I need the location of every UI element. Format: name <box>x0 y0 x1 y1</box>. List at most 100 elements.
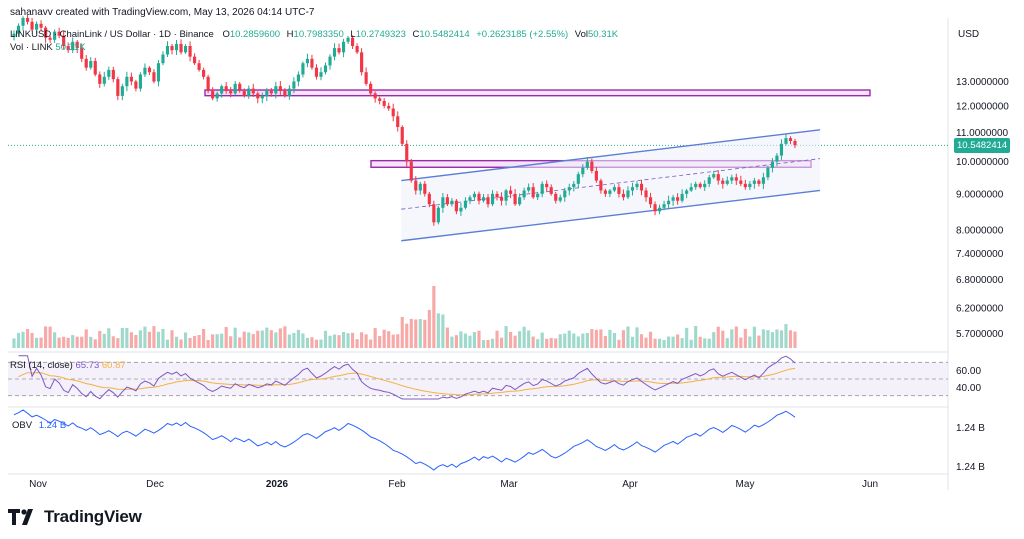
candle-body <box>224 86 228 92</box>
candle-body <box>165 45 170 55</box>
symbol-label[interactable]: LINKUSD · ChainLink / US Dollar · 1D · B… <box>10 29 214 40</box>
volume-bar <box>504 326 508 348</box>
tradingview-logo-icon <box>8 509 33 525</box>
candle-body <box>779 143 784 156</box>
low-label: L <box>350 29 356 40</box>
candle-body <box>120 86 124 96</box>
candle-body <box>373 93 377 99</box>
candle-body <box>211 91 215 99</box>
volume-bar <box>179 339 183 348</box>
open-label: O <box>222 29 230 40</box>
candle-body <box>635 183 639 188</box>
candle-body <box>391 108 395 117</box>
volume-bar <box>215 334 219 348</box>
volume-bar <box>314 339 319 348</box>
volume-bar <box>626 326 630 348</box>
candle-body <box>757 180 761 184</box>
resistance-zone <box>204 89 871 97</box>
volume-bar <box>518 331 522 348</box>
channel-lower-line <box>401 189 821 242</box>
candle-body <box>319 72 323 77</box>
volume-bar <box>323 330 328 348</box>
volume-bar <box>102 333 106 348</box>
volume-bar <box>567 330 571 348</box>
candle-body <box>152 72 156 82</box>
volume-bar <box>712 332 716 348</box>
candle-body <box>468 197 472 201</box>
candle-body <box>725 180 729 184</box>
obv-pane <box>13 409 796 471</box>
candle-body <box>12 33 16 37</box>
high-label: H <box>286 29 294 40</box>
volume-bar <box>563 333 567 348</box>
volume-bar <box>779 330 784 348</box>
candle-body <box>400 127 404 144</box>
candle-body <box>644 190 648 198</box>
candle-body <box>743 183 747 188</box>
candle-body <box>784 138 788 144</box>
candle-body <box>536 193 540 198</box>
candle-body <box>238 83 242 92</box>
volume-bar <box>44 326 48 348</box>
volume-bar <box>486 339 490 348</box>
candle-body <box>134 81 138 89</box>
candle-body <box>459 207 463 212</box>
volume-legend[interactable]: Vol · LINK 50.31K <box>10 42 86 53</box>
candle-body <box>346 37 350 42</box>
candle-body <box>626 190 630 198</box>
volume-bar <box>436 313 440 348</box>
volume-bar <box>378 336 382 348</box>
volume-bar <box>576 336 580 348</box>
volume-bar <box>12 338 16 348</box>
candle-body <box>531 187 535 198</box>
volume-bar <box>84 329 88 348</box>
candle-body <box>481 197 486 201</box>
volume-bar <box>766 330 770 348</box>
candle-body <box>477 193 481 201</box>
obv-tick-label: 1.24 B <box>956 423 985 434</box>
volume-bar <box>238 337 242 348</box>
volume-bar <box>409 318 413 348</box>
volume-bar <box>301 333 305 348</box>
tradingview-logo[interactable]: TradingView <box>8 507 142 527</box>
candle-body <box>472 193 477 198</box>
volume-bar <box>206 339 210 348</box>
low-value: 10.2749323 <box>355 29 406 40</box>
volume-bar <box>676 334 680 348</box>
volume-bar <box>202 328 206 348</box>
rsi-ma-line <box>18 367 796 396</box>
candle-body <box>572 183 576 188</box>
candle-body <box>454 200 458 212</box>
candle-body <box>260 95 264 99</box>
channel-fill <box>401 129 820 241</box>
volume-bar <box>653 338 657 348</box>
volume-bar <box>445 327 449 348</box>
candle-body <box>138 74 142 89</box>
candle-body <box>621 193 626 198</box>
volume-bar <box>752 326 756 348</box>
volume-bar <box>355 339 359 348</box>
candle-body <box>66 45 70 51</box>
volume-bar <box>414 319 418 348</box>
volume-bar <box>698 336 702 348</box>
grid-lines <box>8 18 949 490</box>
volume-bar <box>165 339 170 348</box>
rsi-legend[interactable]: RSI (14, close) 65.73 60.87 <box>10 360 126 371</box>
volume-bar <box>170 330 174 348</box>
volume-bar <box>554 338 558 348</box>
volume-bar <box>793 331 797 348</box>
volume-bar <box>305 337 310 348</box>
volume-bar <box>111 336 115 348</box>
volume-bar <box>572 333 576 348</box>
candle-body <box>752 180 756 184</box>
candle-body <box>332 48 337 57</box>
obv-value: 1.24 B <box>38 420 67 431</box>
volume-bar <box>730 329 734 348</box>
volume-bar <box>328 335 332 348</box>
rsi-line <box>18 355 796 400</box>
ohlc-legend[interactable]: LINKUSD · ChainLink / US Dollar · 1D · B… <box>10 29 618 40</box>
obv-tick-label: 1.24 B <box>956 462 985 473</box>
volume-bar <box>296 329 300 348</box>
obv-legend[interactable]: OBV 1.24 B <box>12 420 66 431</box>
